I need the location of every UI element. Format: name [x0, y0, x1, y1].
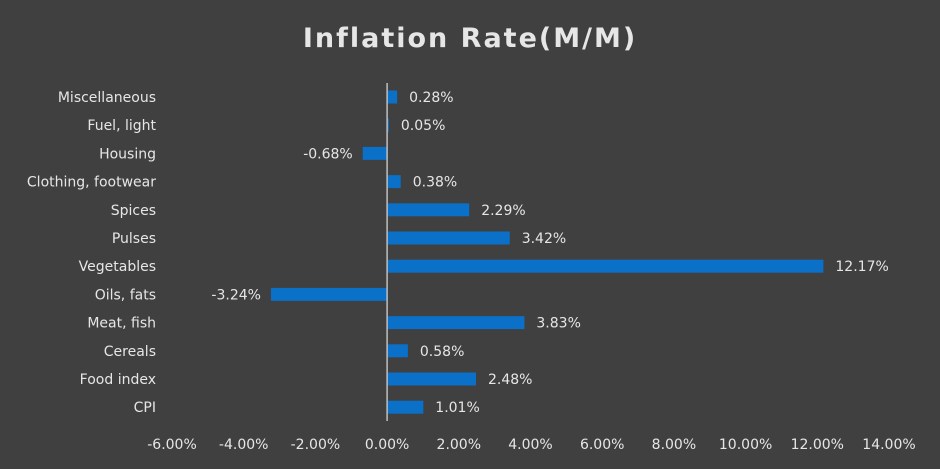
category-label: Miscellaneous [58, 90, 156, 106]
x-tick-label: 2.00% [437, 437, 481, 453]
bar [387, 344, 408, 358]
data-label: 2.29% [481, 203, 525, 219]
data-label: 0.58% [420, 344, 464, 360]
category-label: Oils, fats [95, 287, 156, 303]
data-label: -0.68% [303, 146, 353, 162]
x-tick-label: 8.00% [652, 437, 696, 453]
bar [387, 118, 389, 132]
category-label: Vegetables [79, 259, 156, 275]
bar [387, 259, 824, 273]
category-label: Food index [80, 372, 156, 388]
data-label: -3.24% [211, 287, 261, 303]
category-label: Spices [111, 203, 156, 219]
bar [387, 231, 510, 245]
x-tick-label: -2.00% [291, 437, 341, 453]
category-label: Fuel, light [87, 118, 156, 134]
data-label: 1.01% [435, 400, 479, 416]
bar [362, 146, 388, 160]
bar [387, 203, 470, 217]
bar [387, 316, 525, 330]
x-tick-label: -6.00% [147, 437, 197, 453]
bar [387, 400, 424, 414]
category-label: Pulses [112, 231, 156, 247]
data-label: 3.83% [536, 316, 580, 332]
category-label: CPI [134, 400, 156, 416]
category-label: Meat, fish [87, 316, 156, 332]
category-label: Cereals [104, 344, 156, 360]
x-tick-label: 10.00% [719, 437, 772, 453]
bar [387, 372, 477, 386]
x-tick-label: 4.00% [508, 437, 552, 453]
bar [387, 175, 401, 189]
chart-title: Inflation Rate(M/M) [303, 23, 637, 54]
category-label: Clothing, footwear [27, 175, 156, 191]
category-label: Housing [99, 146, 156, 162]
data-label: 0.05% [401, 118, 445, 134]
data-label: 2.48% [488, 372, 532, 388]
data-label: 0.28% [409, 90, 453, 106]
bar [270, 287, 388, 301]
x-tick-label: 12.00% [791, 437, 844, 453]
bar [387, 90, 398, 104]
x-tick-label: 14.00% [862, 437, 915, 453]
x-tick-label: -4.00% [219, 437, 269, 453]
x-tick-label: 0.00% [365, 437, 409, 453]
x-tick-label: 6.00% [580, 437, 624, 453]
data-label: 12.17% [835, 259, 888, 275]
data-label: 0.38% [413, 175, 457, 191]
data-label: 3.42% [522, 231, 566, 247]
